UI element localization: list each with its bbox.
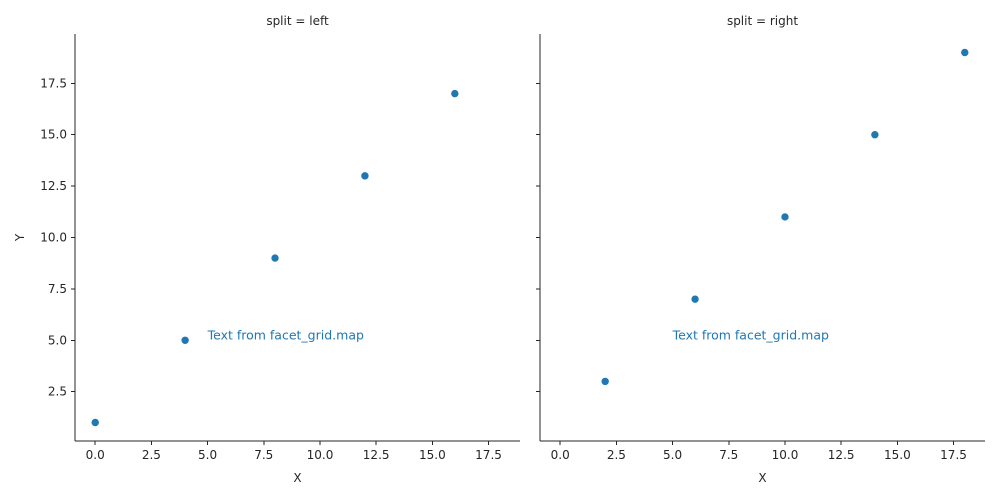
x-tick-label-right: 17.5 [940,448,967,462]
y-axis-title: Y [13,233,27,242]
x-tick-label-right: 15.0 [884,448,911,462]
x-tick-label-left: 0.0 [86,448,105,462]
y-tick-label: 5.0 [48,333,67,347]
x-tick-label-left: 15.0 [419,448,446,462]
data-point-left [180,335,190,345]
data-point-right [960,48,970,57]
data-point-right [780,212,790,222]
data-point-left [270,253,280,263]
x-tick-label-right: 5.0 [663,448,682,462]
x-tick-label-left: 10.0 [307,448,334,462]
x-tick-label-left: 7.5 [254,448,273,462]
data-point-left [450,89,460,98]
y-tick-label: 10.0 [40,231,67,245]
y-tick-label: 15.0 [40,128,67,142]
x-tick-label-left: 5.0 [198,448,217,462]
y-tick-label: 12.5 [40,179,67,193]
annotation-text-left: Text from facet_grid.map [207,327,364,342]
x-tick-label-left: 12.5 [363,448,390,462]
y-tick-label: 2.5 [48,385,67,399]
data-point-left [360,171,370,181]
x-tick-label-left: 17.5 [475,448,502,462]
x-tick-label-right: 10.0 [772,448,799,462]
facet-panel-right: split = right 0.0 2.5 5.0 7.5 10.0 12.5 15.0 17.… [536,14,985,485]
facet-title-left: split = left [266,14,329,28]
facet-title-right: split = right [727,14,798,28]
annotation-text-right: Text from facet_grid.map [672,327,829,342]
data-point-right [600,377,610,386]
x-tick-label-right: 7.5 [719,448,738,462]
facet-panel-left: split = left 0.0 2.5 5.0 7.5 10.0 12.5 15.0 17.5… [13,14,520,485]
data-point-right [870,130,880,140]
x-tick-label-right: 0.0 [551,448,570,462]
x-tick-label-right: 12.5 [828,448,855,462]
y-tick-label: 17.5 [40,76,67,90]
x-tick-label-right: 2.5 [607,448,626,462]
x-axis-title-left: X [293,471,301,485]
data-point-right [690,294,700,304]
y-tick-label: 7.5 [48,282,67,296]
x-axis-title-right: X [758,471,766,485]
x-tick-label-left: 2.5 [142,448,161,462]
data-point-left [90,418,100,427]
